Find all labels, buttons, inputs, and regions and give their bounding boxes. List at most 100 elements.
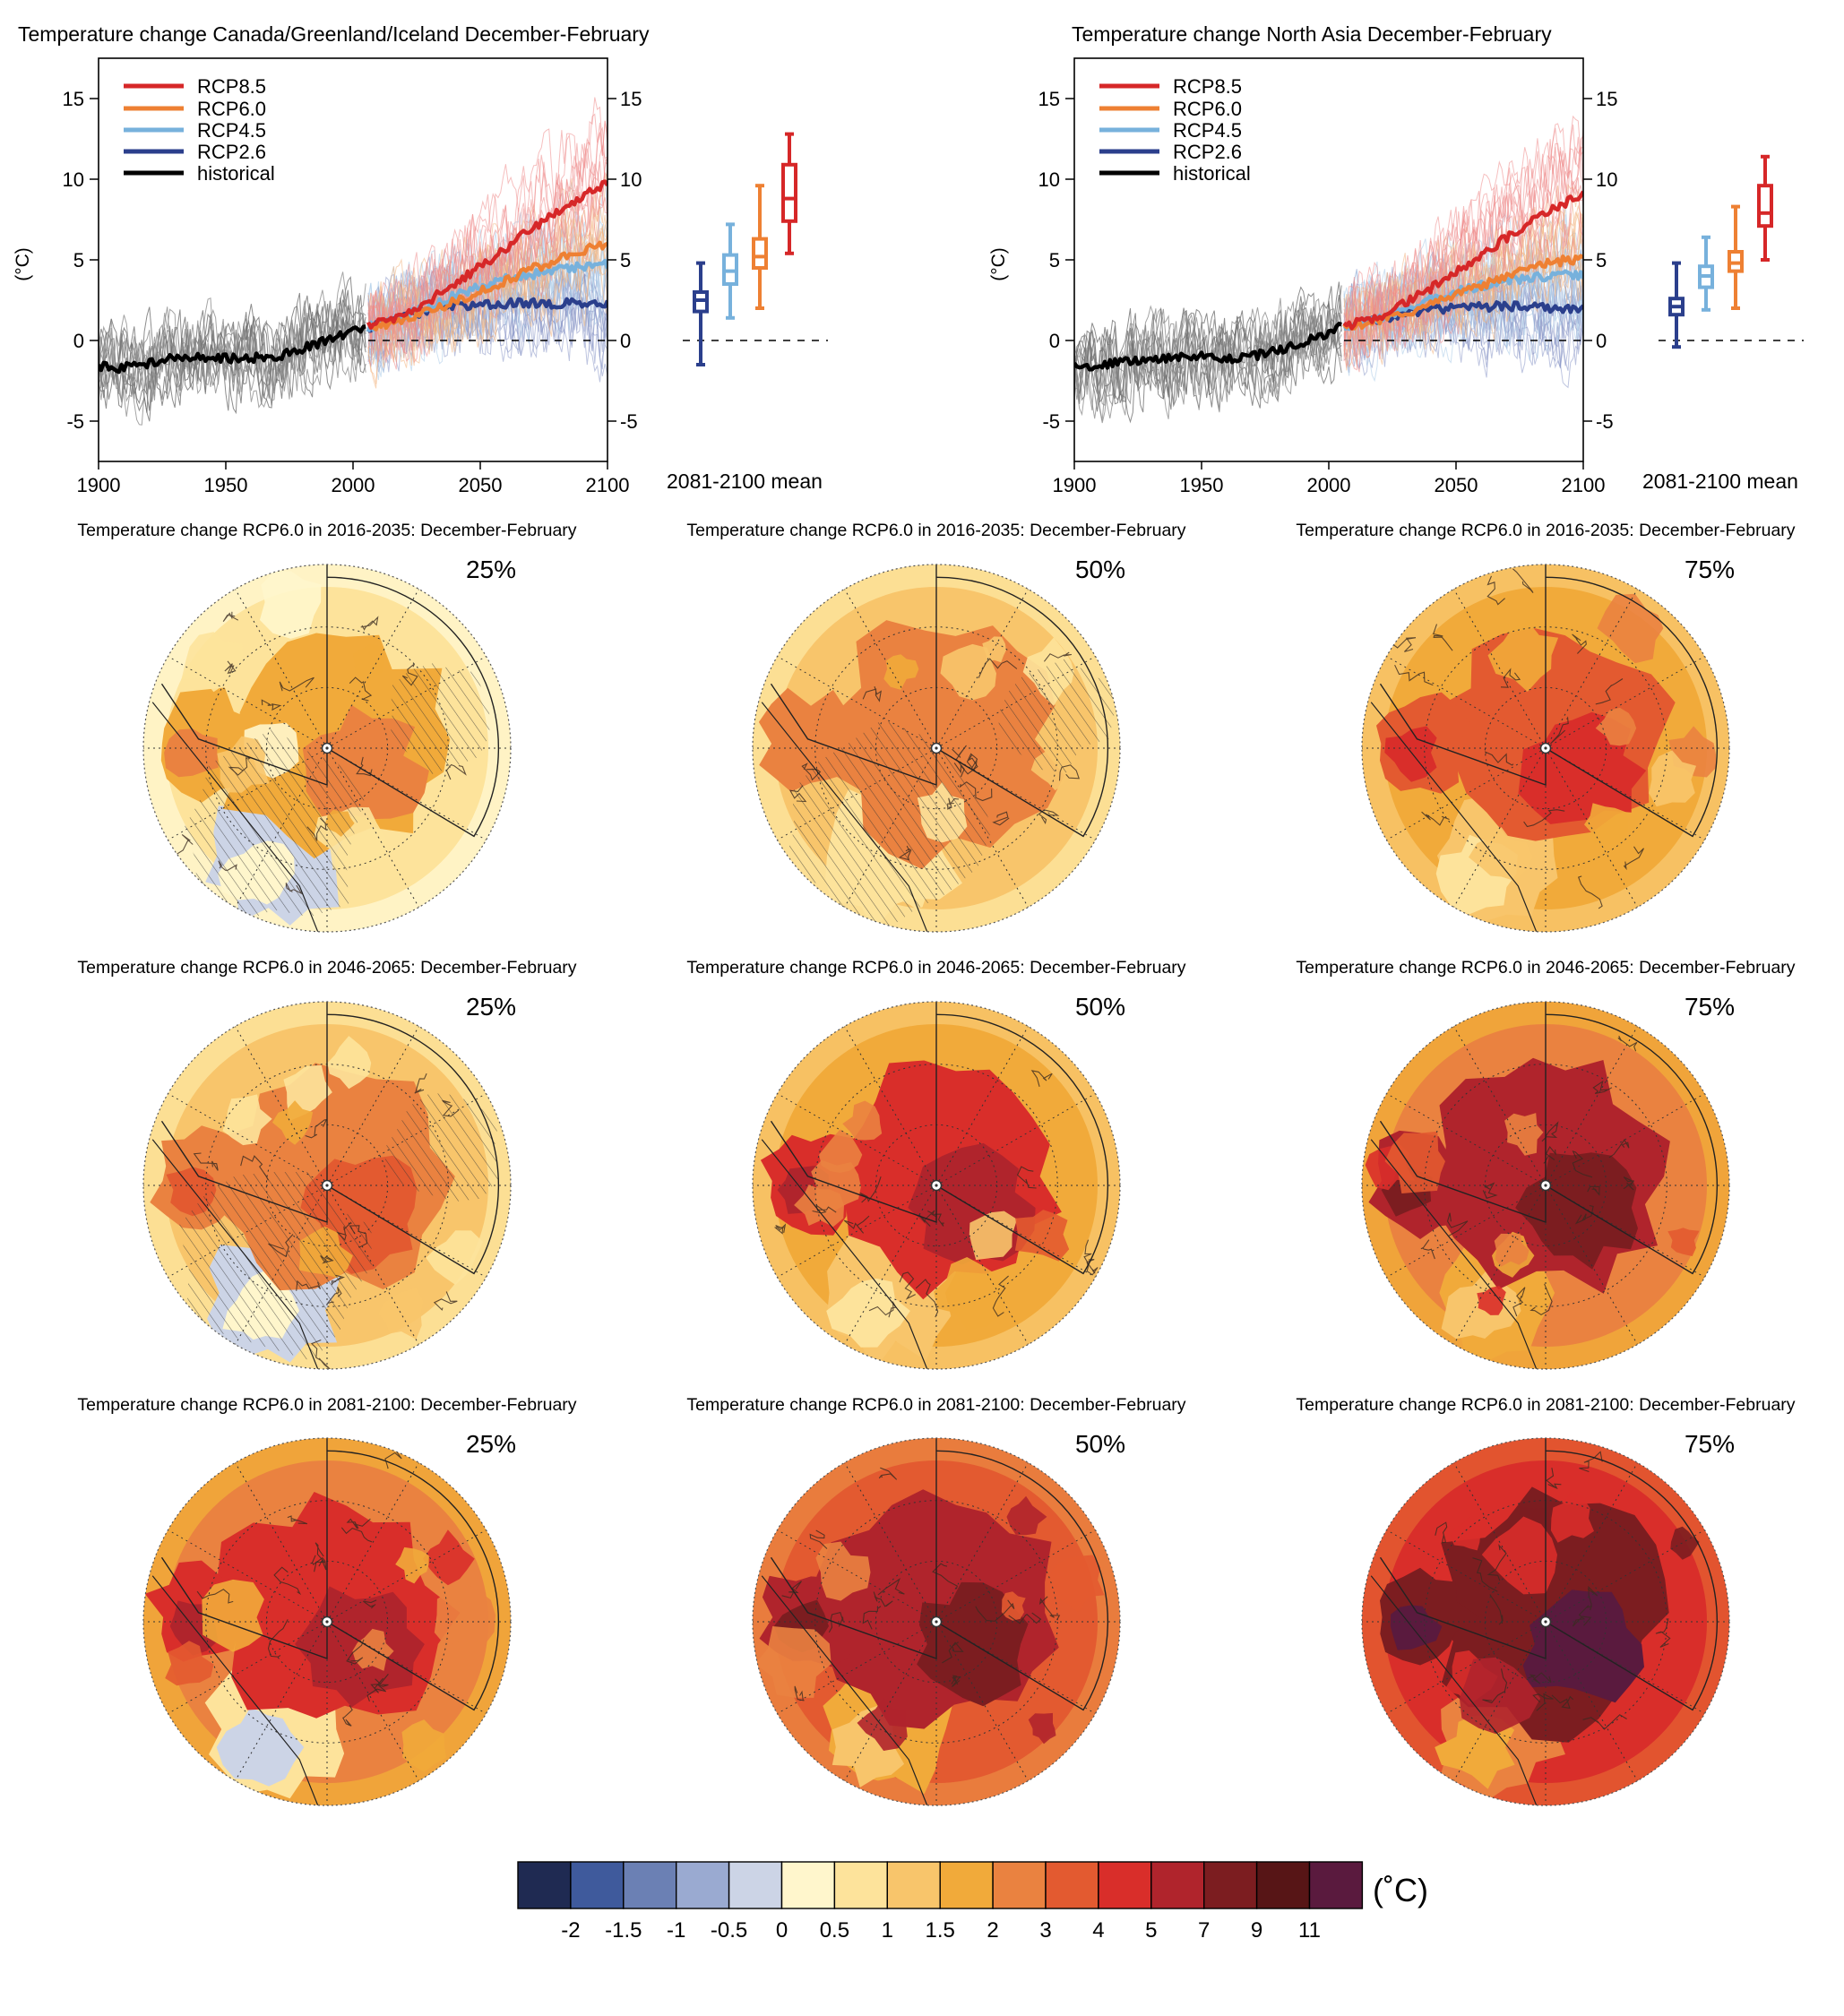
- ensemble-line-rcp85: [1343, 125, 1583, 346]
- map-coastline: [862, 685, 882, 702]
- map-coastline: [1482, 1668, 1508, 1703]
- map-coastline: [1572, 1150, 1593, 1178]
- map-coastline: [287, 1515, 308, 1525]
- map-percentile: 50%: [1075, 1430, 1125, 1458]
- legend-label-historical: historical: [197, 162, 275, 185]
- map-coastline: [218, 860, 237, 871]
- colorbar-tick-label: 5: [1145, 1918, 1157, 1943]
- region-outline-north-asia: [1545, 1450, 1719, 1711]
- map-coastline: [320, 1254, 334, 1264]
- map-coastline: [1486, 1544, 1507, 1581]
- map-patch: [1584, 803, 1629, 847]
- map-coastline: [346, 1518, 371, 1529]
- map-coastline: [1551, 1694, 1574, 1710]
- map-coastline: [240, 1155, 269, 1181]
- map-patch: [1504, 1113, 1544, 1156]
- map-coastline: [1043, 651, 1073, 662]
- map-patch: [426, 1230, 484, 1285]
- map-coastline: [331, 1274, 346, 1286]
- pole-marker-dot: [325, 1620, 329, 1624]
- map-patch: [352, 643, 385, 681]
- map-2081-2100-p50: [752, 1437, 1121, 1806]
- map-patch: [423, 1529, 475, 1586]
- y-tick-label-right: 15: [1596, 88, 1617, 110]
- colorbar: -2 -1.5 -1 -0.5 0 0.5 1 1.5 2 3 4 5 7 9 11 (˚C): [517, 1861, 1428, 1943]
- map-meridian: [168, 747, 328, 840]
- map-meridian: [326, 1529, 487, 1623]
- map-meridian: [1545, 1529, 1705, 1623]
- colorbar-swatch: [517, 1861, 572, 1909]
- map-coastline: [285, 883, 303, 895]
- boxplot-2081-2100: [683, 132, 828, 366]
- map-meridian: [1386, 1093, 1547, 1186]
- map-edge: [752, 564, 1121, 933]
- colorbar-swatch: [939, 1861, 994, 1909]
- pole-marker-dot: [935, 1620, 938, 1624]
- colorbar-tick-label: -0.5: [711, 1918, 747, 1943]
- region-outline-europe: [1370, 1139, 1538, 1369]
- map-cold-core: [216, 1707, 305, 1787]
- map-meridian: [777, 1621, 937, 1714]
- map-coastline: [1486, 575, 1505, 606]
- colorbar-tick-label: -2: [561, 1918, 580, 1943]
- map-patch: [982, 636, 1006, 663]
- legend-label-rcp45: RCP4.5: [1173, 119, 1242, 142]
- map-coastline: [356, 756, 373, 777]
- region-outline-canada: [1379, 564, 1547, 786]
- x-tick-label: 2000: [1307, 474, 1351, 496]
- colorbar-tick-label: 4: [1092, 1918, 1104, 1943]
- map-patch: [1450, 1517, 1480, 1551]
- map-patch: [815, 1541, 871, 1601]
- colorbar-swatch: [1098, 1861, 1152, 1909]
- map-patch: [883, 654, 919, 690]
- colorbar-swatch: [833, 1861, 889, 1909]
- timeseries-plot: -5 -5 0 0 5 5 10 10 15 15 1900 1950 2000 2050 2100: [63, 57, 642, 496]
- map-meridian: [1545, 747, 1705, 840]
- map-patch: [1384, 1131, 1445, 1193]
- map-title: Temperature change RCP6.0 in 2046-2065: …: [77, 958, 576, 978]
- map-coastline: [1595, 678, 1624, 705]
- colorbar-tick-label: -1: [667, 1918, 685, 1943]
- y-tick-label: 0: [73, 330, 84, 352]
- region-outline-europe: [761, 1575, 928, 1805]
- map-hatching: [177, 1172, 372, 1362]
- map-2016-2035-p25: [142, 564, 512, 933]
- map-patch: [1667, 1228, 1700, 1256]
- map-patch: [1649, 750, 1696, 807]
- map-patch: [259, 571, 322, 639]
- region-outline-europe: [1370, 702, 1538, 932]
- map-patch: [819, 1129, 863, 1173]
- colorbar-swatch: [1045, 1861, 1099, 1909]
- map-coastline: [445, 763, 467, 780]
- region-outline-north-asia: [935, 1013, 1109, 1275]
- map-meridian: [235, 1185, 328, 1345]
- map-title: Temperature change RCP6.0 in 2046-2065: …: [686, 958, 1185, 978]
- map-field: [143, 1002, 511, 1369]
- map-coastline: [442, 1099, 460, 1117]
- map-coastline: [224, 660, 237, 675]
- colorbar-swatch: [1202, 1861, 1258, 1909]
- map-coastline: [340, 1527, 373, 1543]
- boxplot-box: [752, 237, 768, 271]
- colorbar-swatch: [623, 1861, 677, 1909]
- map-coastline: [1586, 1585, 1598, 1611]
- map-coastline: [877, 1578, 905, 1596]
- map-coastline: [273, 1566, 302, 1596]
- map-title: Temperature change RCP6.0 in 2016-2035: …: [77, 521, 576, 540]
- x-tick-label: 2100: [586, 474, 630, 496]
- y-tick-label-right: 0: [620, 330, 631, 352]
- map-hatching: [390, 663, 490, 776]
- boxplot-box: [1757, 184, 1773, 228]
- map-patch: [1481, 1516, 1557, 1595]
- map-edge: [1361, 564, 1730, 933]
- legend-label-rcp45: RCP4.5: [197, 119, 266, 142]
- series-line-historical: [1074, 322, 1342, 372]
- map-coastline: [898, 845, 912, 861]
- map-meridian: [844, 1185, 937, 1345]
- map-percentile: 25%: [466, 1430, 516, 1458]
- map-meridian: [168, 656, 328, 749]
- map-meridian: [168, 1093, 328, 1186]
- map-meridian: [326, 1621, 419, 1781]
- boxplot-2081-2100: [1659, 154, 1804, 349]
- x-tick-label: 2050: [459, 474, 503, 496]
